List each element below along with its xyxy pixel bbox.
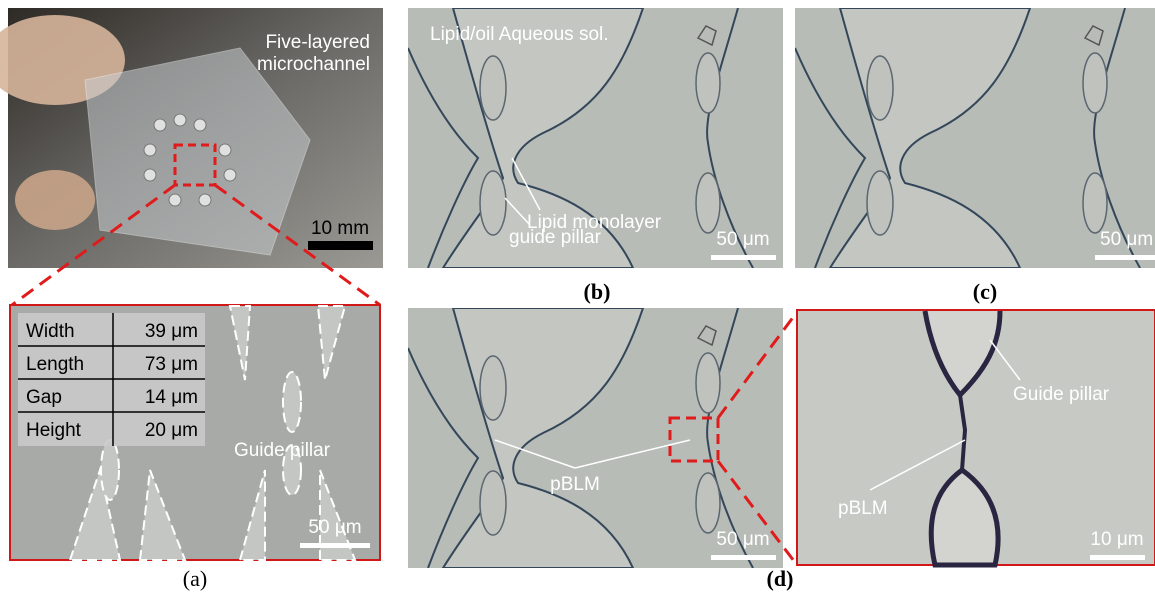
pillar-label: Guide pillar xyxy=(1013,384,1110,405)
caption: (a) xyxy=(183,566,207,591)
table-header: Length xyxy=(26,354,84,375)
circle-shape xyxy=(199,194,211,206)
circle-shape xyxy=(144,169,156,181)
circle-shape xyxy=(174,114,186,126)
scale-bar xyxy=(711,555,776,560)
scale-label: 10 μm xyxy=(1090,529,1143,550)
circle-shape xyxy=(224,169,236,181)
table-header: Width xyxy=(26,321,75,342)
scale-bar xyxy=(1095,255,1155,260)
photo-label: Five-layered xyxy=(265,32,370,53)
caption: (c) xyxy=(973,279,997,304)
scale-label: 50 μm xyxy=(716,229,769,250)
pillar-label: Guide pillar xyxy=(234,440,331,461)
rect-shape xyxy=(300,543,370,548)
circle-shape xyxy=(194,119,206,131)
ellipse-shape xyxy=(101,440,119,500)
table-header: Height xyxy=(26,420,82,441)
membrane-label: pBLM xyxy=(550,474,600,495)
scale-label: 10 mm xyxy=(311,218,369,239)
scale-bar xyxy=(711,255,776,260)
figure: Five-layered microchannel 10 mm Width 39 … xyxy=(0,0,1155,598)
caption: (b) xyxy=(584,279,611,304)
circle-shape xyxy=(154,119,166,131)
rect-shape xyxy=(1090,555,1145,560)
ellipse-shape xyxy=(283,372,301,432)
rect-shape xyxy=(308,241,373,250)
circle-shape xyxy=(144,144,156,156)
region-label: Lipid/oil Aqueous sol. xyxy=(430,24,609,45)
table-cell: 39 μm xyxy=(145,321,198,342)
caption: (d) xyxy=(767,566,794,591)
pillar-label: guide pillar xyxy=(509,227,602,248)
table-header: Gap xyxy=(26,387,62,408)
zoom-panel xyxy=(797,310,1155,565)
membrane-label: pBLM xyxy=(838,498,888,519)
photo-label: microchannel xyxy=(257,54,370,75)
scale-label: 50 μm xyxy=(716,529,769,550)
table-cell: 73 μm xyxy=(145,354,198,375)
circle-shape xyxy=(169,194,181,206)
circle-shape xyxy=(219,144,231,156)
table-cell: 14 μm xyxy=(145,387,198,408)
table-cell: 20 μm xyxy=(145,420,198,441)
scale-label: 50 μm xyxy=(308,517,361,538)
scale-label: 50 μm xyxy=(1100,229,1153,250)
ellipse-shape xyxy=(15,170,95,230)
